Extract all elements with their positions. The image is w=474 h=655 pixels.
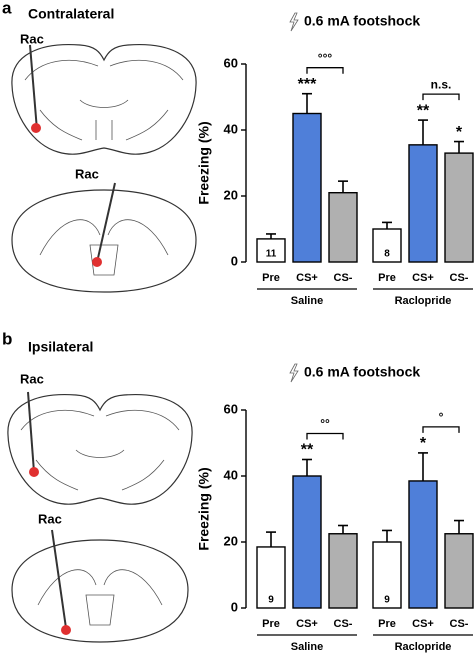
y-tick-label: 60 [224,401,238,416]
bar [444,533,474,609]
comparison-label: ° [439,410,444,424]
panel-side: Ipsilateral [28,339,93,355]
y-tick-label: 60 [224,55,238,70]
bar [444,152,474,263]
comparison-label: °° [320,417,330,431]
x-tick-label: Pre [262,618,280,630]
x-tick-label: CS+ [296,618,318,630]
y-tick-label: 20 [224,187,238,202]
group-label: Raclopride [395,295,452,307]
bar [256,546,286,609]
y-tick-label: 0 [231,253,238,268]
bar [408,144,438,263]
x-tick-label: Pre [262,272,280,284]
bar [292,112,322,263]
n-label: 9 [384,595,390,606]
bar [372,541,402,609]
probe-label: Rac [20,31,44,46]
comparison-bracket [422,426,460,433]
x-tick-label: Pre [378,272,396,284]
n-label: 9 [268,595,274,606]
comparison-label: n.s. [431,77,452,91]
bar [328,191,358,263]
bar [408,480,438,609]
group-label: Saline [291,641,323,653]
comparison-bracket [422,93,460,101]
panel-side: Contralateral [28,6,114,22]
significance-stars: *** [298,76,317,93]
comparison-label: °°° [318,51,333,65]
bolt-icon [289,12,299,32]
x-tick-label: Pre [378,618,396,630]
group-label: Saline [291,295,323,307]
y-axis-label: Freezing (%) [196,121,212,204]
y-axis-label: Freezing (%) [196,467,212,550]
chart-title: 0.6 mA footshock [304,364,420,380]
probe-label: Rac [20,371,44,386]
brain-diagram [11,182,197,293]
x-tick-label: CS- [450,618,469,630]
bar [372,228,402,263]
probe-label: Rac [75,166,99,181]
y-tick-label: 0 [231,599,238,614]
x-tick-label: CS- [334,272,353,284]
significance-stars: ** [417,102,430,119]
panel-label: a [2,0,12,17]
y-tick-label: 40 [224,121,238,136]
y-tick-label: 20 [224,533,238,548]
significance-stars: * [420,435,427,452]
significance-stars: ** [301,442,314,459]
x-tick-label: CS- [334,618,353,630]
n-label: 11 [266,249,277,260]
bar [256,238,286,263]
n-label: 8 [384,249,390,260]
x-tick-label: CS+ [296,272,318,284]
y-tick-label: 40 [224,467,238,482]
probe-label: Rac [38,511,62,526]
brain-diagram [11,43,197,155]
chart-title: 0.6 mA footshock [304,13,420,29]
bar [292,475,322,609]
x-tick-label: CS- [450,272,469,284]
brain-diagram [11,529,189,643]
x-tick-label: CS+ [412,618,434,630]
group-label: Raclopride [395,641,452,653]
bar [328,533,358,609]
comparison-bracket [306,432,344,440]
x-tick-label: CS+ [412,272,434,284]
bolt-icon [289,363,299,383]
comparison-bracket [306,67,344,74]
significance-stars: * [456,124,463,141]
panel-label: b [2,329,12,348]
brain-diagram [7,391,193,505]
